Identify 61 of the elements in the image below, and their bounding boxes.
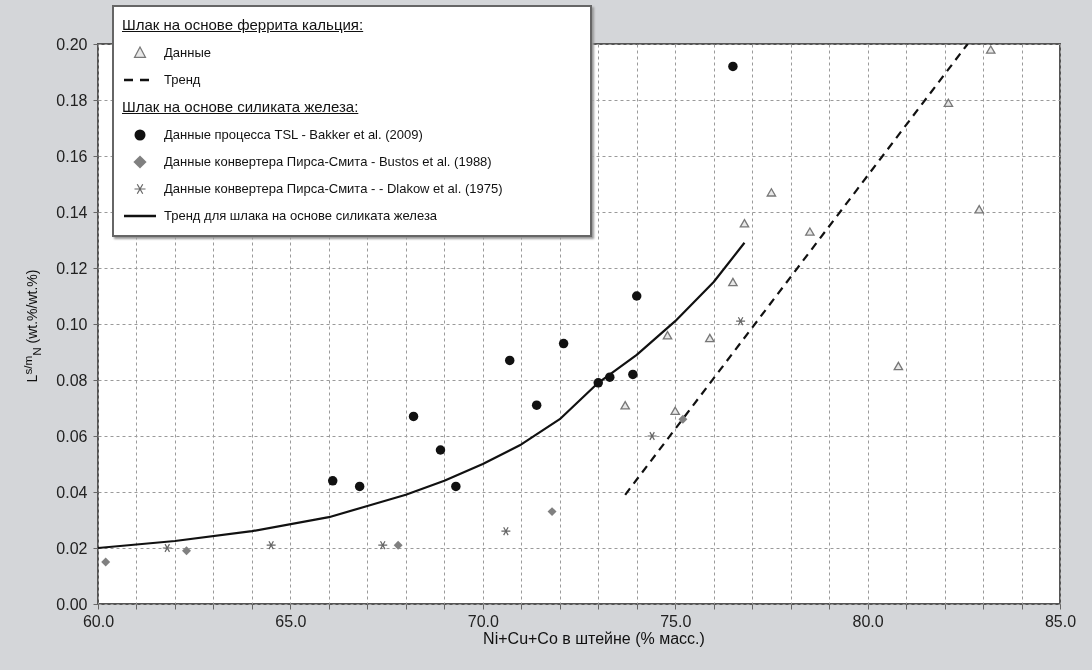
point — [985, 45, 996, 54]
legend-label: Тренд для шлака на основе силиката железа — [164, 208, 438, 223]
x-tick-label: 75.0 — [660, 612, 692, 630]
point — [266, 540, 277, 550]
y-tick-label: 0.12 — [56, 259, 88, 277]
point — [678, 414, 688, 424]
point — [162, 543, 173, 553]
x-tick-label: 85.0 — [1044, 612, 1077, 630]
annotation: Шлак на основе силиката железа: — [122, 97, 360, 117]
point — [451, 481, 461, 492]
x-tick-label: 70.0 — [467, 612, 499, 630]
point — [647, 431, 658, 441]
y-tick-label: 0.00 — [56, 595, 88, 613]
point — [670, 406, 681, 416]
point — [943, 98, 954, 108]
point — [101, 557, 111, 567]
point — [377, 540, 388, 550]
legend-label: Данные конвертера Пирса-Смита - - Dlakow et al. (1975) — [164, 181, 503, 196]
y-tick-label: 0.06 — [56, 427, 88, 445]
y-tick-label: 0.20 — [56, 35, 88, 53]
y-tick-label: 0.08 — [56, 371, 88, 389]
x-tick-label: 60.0 — [82, 612, 115, 630]
point — [354, 481, 365, 492]
x-tick-label: 65.0 — [275, 612, 307, 630]
point — [500, 526, 511, 536]
y-tick-label: 0.14 — [56, 203, 88, 221]
point — [408, 411, 419, 422]
point — [728, 277, 738, 287]
point — [435, 445, 446, 455]
line-series — [98, 241, 746, 550]
point — [735, 316, 746, 326]
y-tick-label: 0.04 — [56, 483, 88, 501]
x-tick-label: 80.0 — [852, 612, 884, 630]
point — [739, 218, 750, 228]
point — [974, 204, 985, 214]
point — [393, 540, 403, 550]
y-tick-label: 0.10 — [56, 315, 88, 333]
x-axis-title: Ni+Cu+Co в штейне (% масс.) — [483, 630, 705, 648]
point — [805, 227, 815, 236]
point — [631, 291, 642, 301]
point — [531, 400, 542, 410]
text: Шлак на основе феррита кальция: — [122, 15, 365, 35]
point — [628, 369, 638, 380]
legend-label: Данные конвертера Пирса-Смита - Bustos et al. (1988) — [164, 154, 492, 169]
point — [558, 338, 569, 349]
legend-label: Тренд — [164, 72, 201, 87]
point — [547, 507, 557, 517]
point — [705, 333, 715, 343]
y-tick-label: 0.02 — [56, 539, 88, 557]
legend-label: Данные — [164, 45, 211, 60]
point — [662, 330, 673, 340]
point — [893, 361, 904, 371]
point — [327, 476, 338, 486]
point — [728, 61, 738, 72]
point — [766, 188, 777, 197]
y-tick-label: 0.16 — [56, 147, 88, 165]
point — [504, 355, 515, 366]
point — [620, 400, 631, 410]
legend-label: Данные процесса TSL - Bakker et al. (2009) — [164, 127, 423, 142]
y-tick-label: 0.18 — [56, 91, 88, 109]
point — [182, 546, 191, 556]
